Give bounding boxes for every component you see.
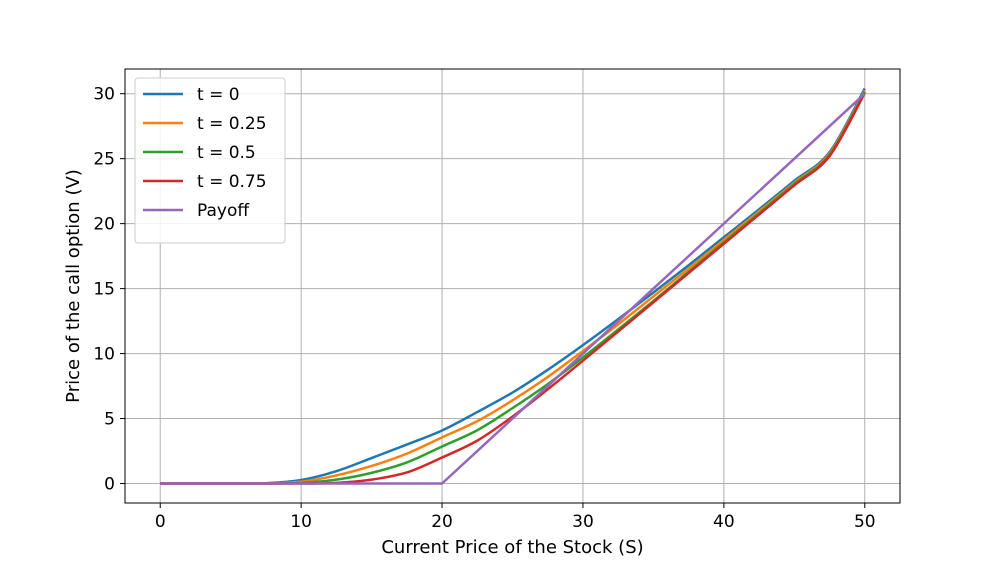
legend-label-3: t = 0.75 [197, 172, 267, 192]
legend-label-4: Payoff [197, 201, 250, 221]
y-tick-label: 5 [104, 410, 115, 430]
legend: t = 0 t = 0.25 t = 0.5 t = 0.75 Payoff [134, 77, 286, 244]
legend-label-0: t = 0 [197, 85, 240, 105]
x-tick-label: 20 [431, 512, 453, 532]
legend-label-1: t = 0.25 [197, 114, 267, 134]
series-lines [160, 87, 866, 485]
x-tick-label: 0 [155, 512, 166, 532]
x-tick-label: 10 [290, 512, 312, 532]
y-axis-title: Price of the call option (V) [63, 169, 84, 403]
y-tick-label: 15 [93, 280, 115, 300]
x-tick-label: 50 [854, 512, 876, 532]
y-tick-label: 30 [93, 85, 115, 105]
legend-label-2: t = 0.5 [197, 143, 256, 163]
axis-ticks: 0 10 20 30 40 50 0 5 10 15 20 25 30 [93, 85, 875, 532]
x-tick-label: 40 [713, 512, 735, 532]
plot-area-frame [124, 68, 901, 504]
y-tick-label: 25 [93, 150, 115, 170]
x-axis-title: Current Price of the Stock (S) [381, 537, 643, 558]
x-tick-label: 30 [572, 512, 594, 532]
y-tick-label: 0 [104, 475, 115, 495]
series-line-4 [160, 92, 866, 485]
y-tick-label: 10 [93, 345, 115, 365]
y-tick-label: 20 [93, 215, 115, 235]
legend-box [134, 77, 286, 244]
